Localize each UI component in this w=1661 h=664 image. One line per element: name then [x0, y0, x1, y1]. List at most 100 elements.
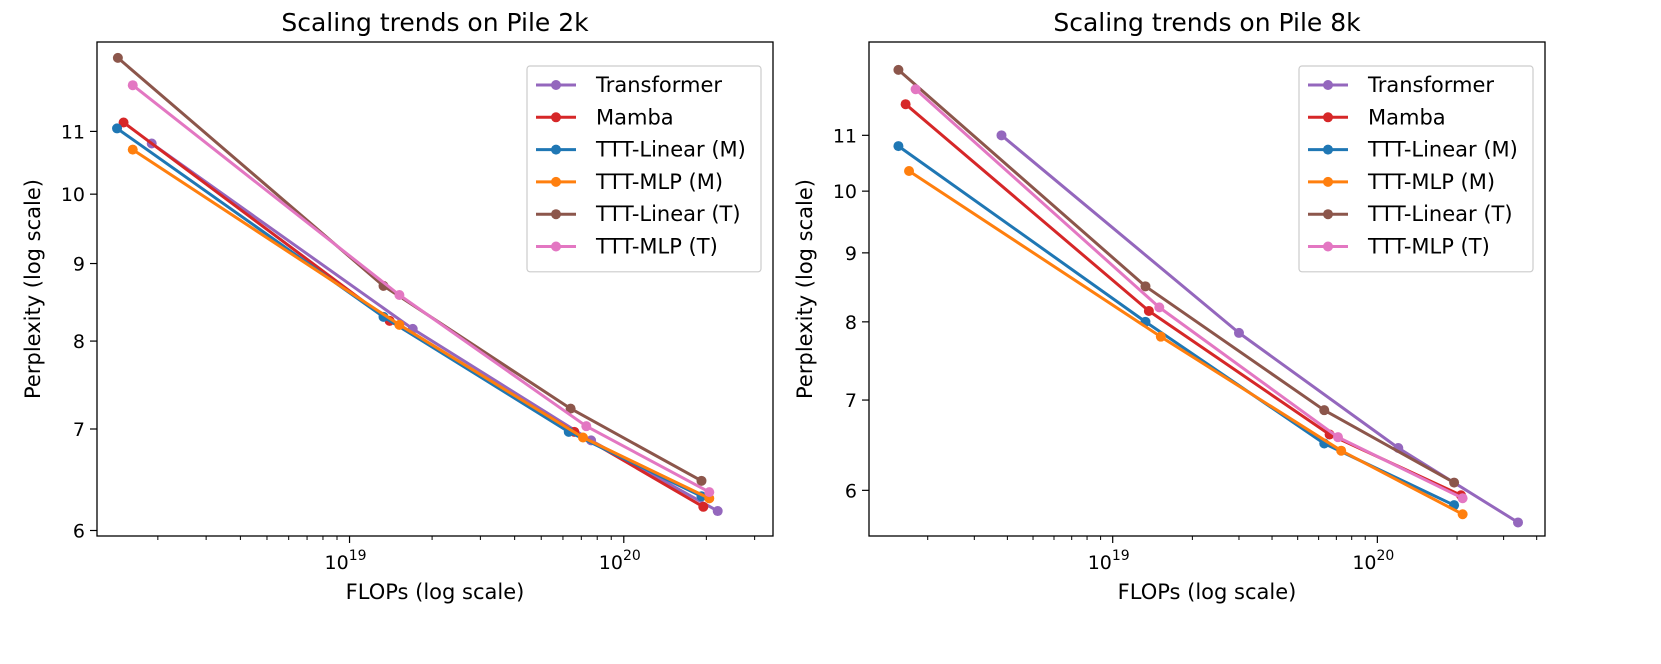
data-point [696, 475, 707, 486]
legend-marker [551, 176, 561, 187]
data-point [1332, 432, 1343, 443]
y-tick-label: 7 [73, 419, 85, 441]
y-tick-label: 6 [73, 520, 85, 542]
data-point [112, 123, 123, 134]
y-tick-label: 10 [61, 184, 85, 206]
data-point [900, 99, 911, 110]
chart-title: Scaling trends on Pile 8k [1053, 8, 1361, 37]
legend-marker [1323, 241, 1333, 252]
data-point [1143, 305, 1154, 316]
x-tick-label: 1019 [1088, 548, 1130, 574]
data-point [910, 84, 921, 95]
y-tick-label: 10 [833, 181, 857, 203]
y-tick-label: 6 [845, 480, 857, 502]
legend-label: Mamba [1368, 105, 1446, 129]
legend-label: TTT-Linear (T) [595, 202, 741, 226]
series-line [908, 169, 1464, 516]
x-tick-base: 10 [1352, 552, 1376, 574]
x-tick-exponent: 19 [349, 548, 367, 564]
x-tick-base: 10 [599, 552, 623, 574]
chart-title: Scaling trends on Pile 2k [281, 8, 589, 37]
data-point [1154, 302, 1165, 313]
data-point [565, 403, 576, 414]
x-axis-label: FLOPs (log scale) [1118, 580, 1297, 604]
y-tick-label: 9 [845, 243, 857, 265]
legend: Transformer Mamba TTT-Linear (M) TTT-MLP (M… [526, 65, 762, 273]
x-tick-label: 1020 [1352, 548, 1394, 574]
data-point [1233, 327, 1244, 338]
data-point [581, 421, 592, 432]
x-tick-exponent: 19 [1112, 548, 1130, 564]
data-point [698, 501, 709, 512]
legend-marker [1323, 176, 1333, 187]
data-point [893, 141, 904, 152]
legend-marker [551, 144, 561, 155]
x-tick-exponent: 20 [623, 548, 641, 564]
y-axis-label: Perplexity (log scale) [793, 179, 817, 399]
legend-marker [551, 112, 561, 123]
data-point [1513, 517, 1524, 528]
y-tick-label: 7 [845, 390, 857, 412]
x-tick-label: 1020 [599, 548, 641, 574]
data-point [893, 64, 904, 75]
data-point [1336, 445, 1347, 456]
series-ttt-mlp-t [910, 84, 1468, 504]
data-point [127, 80, 138, 91]
data-point [394, 319, 405, 330]
x-tick-base: 10 [325, 552, 349, 574]
legend-label: Transformer [595, 73, 722, 97]
x-axis-label: FLOPs (log scale) [346, 580, 525, 604]
series-ttt-mlp-t [127, 80, 715, 498]
legend-marker [1323, 80, 1333, 90]
series-line [131, 148, 710, 500]
legend-label: Mamba [596, 105, 674, 129]
data-point [704, 487, 715, 498]
y-tick-label: 8 [73, 331, 85, 353]
legend-marker [1323, 112, 1333, 123]
data-point [118, 117, 129, 128]
y-tick-label: 11 [61, 121, 85, 143]
data-point [1449, 477, 1460, 488]
legend-label: TTT-MLP (M) [595, 170, 723, 194]
legend-marker [551, 209, 561, 220]
y-tick-label: 9 [73, 254, 85, 276]
data-point [1155, 331, 1166, 342]
series-line [131, 84, 711, 494]
data-point [712, 506, 723, 517]
data-point [1457, 493, 1468, 504]
data-point [394, 289, 405, 300]
data-point [577, 432, 588, 443]
data-point [1140, 281, 1151, 292]
data-point [1319, 405, 1330, 416]
legend-label: TTT-MLP (M) [1367, 170, 1495, 194]
y-tick-label: 8 [845, 312, 857, 334]
legend-label: TTT-Linear (M) [1367, 138, 1518, 162]
series-line [116, 56, 703, 483]
plot-frame [96, 41, 774, 537]
legend-marker [1323, 144, 1333, 155]
data-point [1457, 509, 1468, 520]
legend-marker [551, 80, 561, 90]
legend-label: TTT-Linear (M) [595, 138, 746, 162]
data-point [904, 165, 915, 176]
legend: Transformer Mamba TTT-Linear (M) TTT-MLP (M… [1298, 65, 1534, 273]
x-tick-base: 10 [1088, 552, 1112, 574]
legend-marker [551, 241, 561, 252]
series-line [150, 142, 719, 513]
x-tick-exponent: 20 [1377, 548, 1395, 564]
plot-frame [868, 41, 1546, 537]
legend-label: TTT-MLP (T) [595, 235, 718, 259]
data-point [127, 144, 138, 155]
y-axis-label: Perplexity (log scale) [21, 179, 45, 399]
data-point [112, 52, 123, 63]
legend-label: Transformer [1367, 73, 1494, 97]
legend-box [1298, 65, 1534, 273]
legend-marker [1323, 209, 1333, 220]
data-point [996, 130, 1007, 141]
x-tick-label: 1019 [325, 548, 367, 574]
legend-label: TTT-Linear (T) [1367, 202, 1513, 226]
series-ttt-mlp-m [904, 165, 1468, 520]
